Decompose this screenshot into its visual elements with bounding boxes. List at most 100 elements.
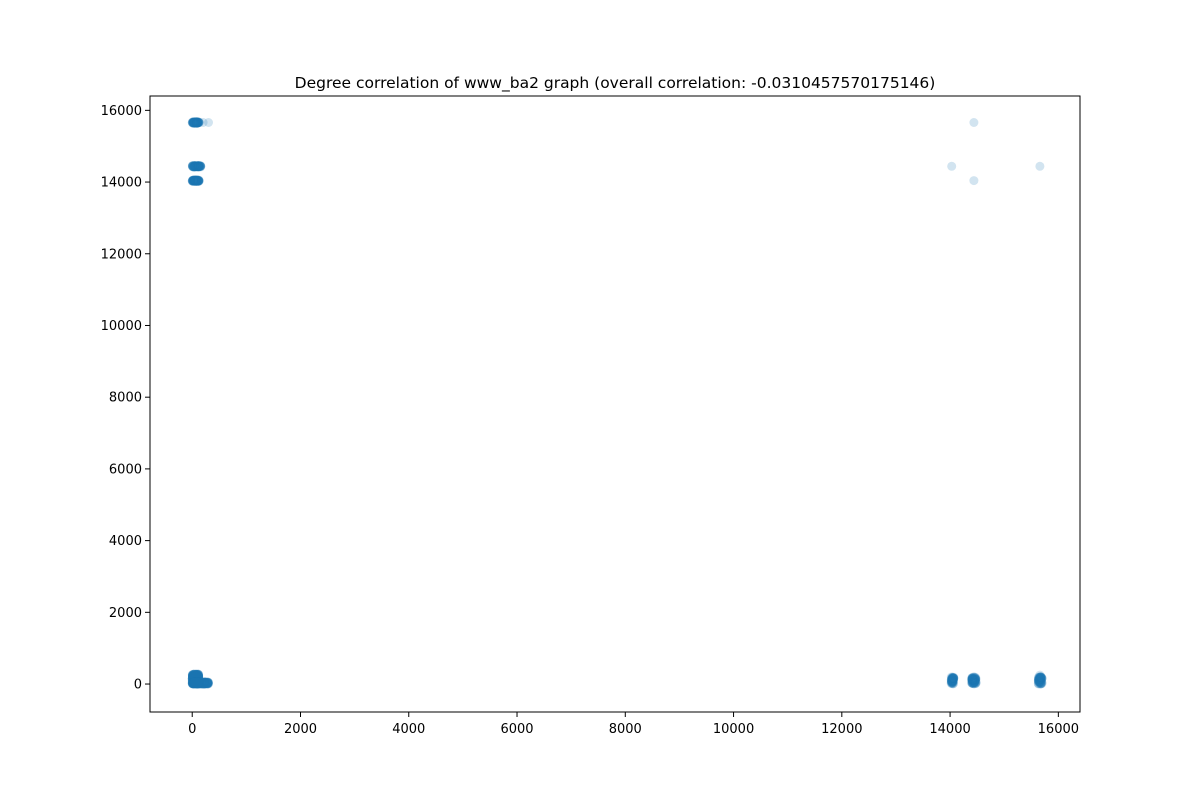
data-point — [194, 671, 203, 681]
data-point — [192, 676, 202, 686]
data-point — [190, 118, 200, 127]
data-point — [192, 162, 202, 171]
data-point — [193, 175, 203, 185]
data-point — [192, 117, 202, 127]
data-point — [193, 679, 203, 689]
data-point — [193, 670, 202, 680]
data-point — [970, 675, 980, 685]
data-point — [190, 161, 200, 171]
data-point — [968, 675, 978, 685]
data-point — [194, 675, 204, 685]
data-point — [190, 176, 200, 186]
data-point — [193, 677, 203, 686]
data-point — [191, 672, 201, 681]
data-point — [191, 675, 201, 685]
data-point — [192, 670, 202, 680]
data-point — [190, 679, 200, 689]
data-point — [192, 176, 202, 186]
data-point — [193, 676, 203, 686]
data-point — [191, 673, 201, 683]
data-point — [188, 674, 197, 684]
data-point — [188, 670, 198, 680]
data-point — [200, 679, 210, 689]
data-point — [967, 675, 977, 684]
data-point — [970, 674, 980, 684]
data-point — [191, 669, 201, 679]
data-point — [198, 678, 208, 688]
data-point — [193, 671, 203, 680]
data-point — [199, 679, 209, 689]
data-point — [192, 161, 202, 171]
data-point — [196, 678, 206, 688]
data-point — [190, 676, 200, 686]
data-point — [189, 675, 199, 685]
data-point — [971, 674, 981, 684]
data-point — [190, 162, 200, 172]
data-point — [192, 673, 202, 682]
data-point — [948, 674, 957, 684]
data-point — [192, 676, 202, 686]
data-point — [948, 674, 958, 684]
data-point — [948, 678, 958, 688]
y-axis: 0 2000 4000 6000 8000 10000 12000 14000 16000 — [101, 104, 150, 693]
x-tick-label: 12000 — [821, 722, 862, 737]
data-point — [193, 679, 203, 689]
data-point — [948, 677, 958, 687]
data-point — [200, 677, 210, 687]
data-point — [189, 118, 199, 128]
data-point — [200, 677, 210, 687]
data-point — [188, 678, 197, 688]
data-point — [189, 673, 199, 683]
data-point — [193, 677, 203, 687]
data-point — [193, 670, 202, 680]
x-tick-label: 8000 — [609, 722, 642, 737]
data-point — [188, 672, 198, 682]
data-point — [200, 678, 210, 687]
data-point — [1034, 674, 1044, 684]
data-point — [188, 674, 198, 684]
data-point — [949, 673, 959, 683]
data-point — [1035, 674, 1045, 684]
data-point — [949, 673, 959, 683]
data-point — [968, 675, 978, 685]
data-point — [192, 176, 202, 186]
data-point — [189, 676, 199, 686]
data-point — [201, 677, 211, 687]
data-point — [190, 678, 200, 688]
data-point — [195, 678, 205, 688]
data-point — [187, 678, 197, 688]
data-point — [948, 676, 958, 686]
data-point — [192, 670, 201, 680]
data-point — [193, 678, 203, 688]
data-point — [969, 675, 979, 684]
data-point — [1033, 679, 1043, 689]
data-point — [196, 678, 206, 688]
data-point — [192, 671, 202, 681]
data-point — [192, 679, 201, 688]
data-point — [190, 676, 200, 686]
data-point — [189, 118, 199, 127]
data-point — [188, 161, 198, 171]
data-point — [191, 175, 201, 185]
data-point — [187, 673, 197, 683]
data-point — [188, 676, 198, 686]
data-point — [190, 677, 200, 687]
data-point — [188, 673, 198, 683]
data-point — [191, 674, 201, 684]
data-point — [189, 176, 199, 186]
data-point — [969, 118, 979, 127]
data-point — [190, 673, 200, 683]
data-point — [191, 673, 201, 682]
data-point — [947, 672, 957, 682]
data-point — [188, 176, 198, 186]
x-tick-label: 16000 — [1038, 722, 1079, 737]
data-point — [191, 675, 201, 685]
data-point — [191, 117, 201, 127]
data-point — [189, 672, 198, 682]
data-point — [191, 678, 201, 688]
data-point — [190, 176, 199, 186]
data-point — [188, 678, 198, 688]
data-point — [194, 673, 203, 683]
data-point — [196, 161, 206, 171]
